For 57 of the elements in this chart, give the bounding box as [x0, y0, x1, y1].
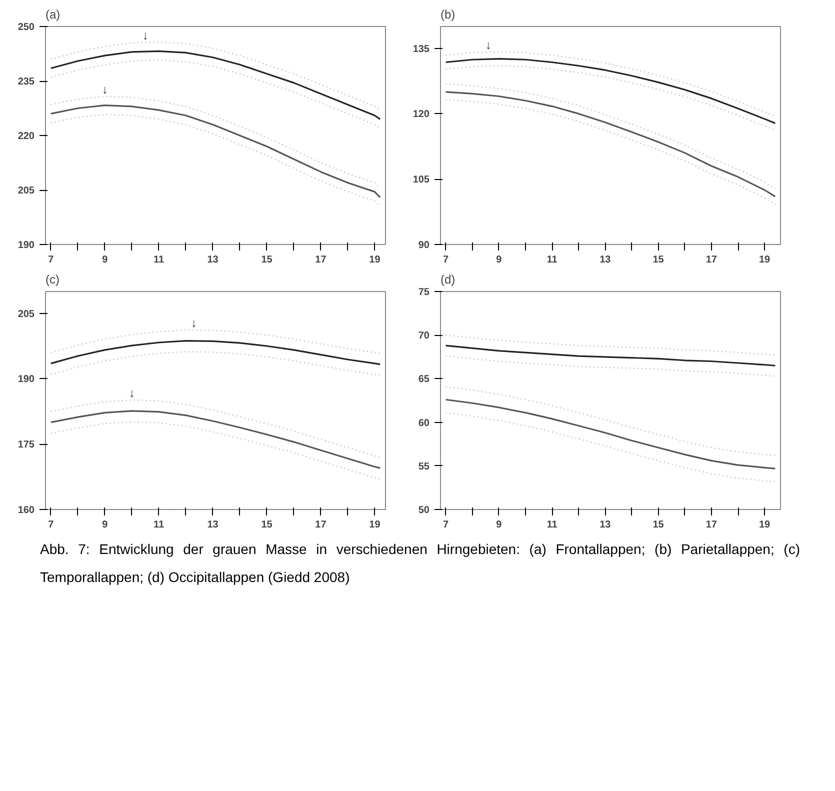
- y-tick-label: 235: [18, 76, 35, 88]
- y-tick-label: 75: [418, 287, 430, 298]
- x-tick-label: 19: [759, 520, 771, 530]
- y-tick-label: 55: [418, 461, 430, 472]
- chart-title: (d): [440, 272, 456, 286]
- y-tick-label: 60: [418, 418, 430, 429]
- annotation: ↓: [102, 82, 108, 96]
- y-tick-label: 135: [412, 44, 430, 55]
- chart-title: (a): [46, 8, 60, 22]
- chart-title: (b): [440, 8, 456, 22]
- x-tick-label: 17: [315, 254, 327, 266]
- x-tick-label: 15: [652, 520, 664, 530]
- y-tick-label: 205: [18, 308, 35, 320]
- y-tick-label: 90: [418, 240, 430, 251]
- x-tick-label: 13: [207, 254, 219, 266]
- x-tick-label: 9: [496, 254, 502, 266]
- x-tick-label: 7: [443, 254, 450, 266]
- x-tick-label: 19: [759, 254, 771, 266]
- x-tick-label: 11: [154, 254, 165, 266]
- annotation: ↓: [142, 28, 148, 42]
- x-tick-label: 7: [48, 254, 54, 266]
- x-tick-label: 19: [369, 254, 381, 266]
- y-tick-label: 105: [412, 174, 430, 186]
- x-tick-label: 15: [261, 254, 273, 266]
- y-tick-label: 190: [18, 240, 35, 251]
- x-tick-label: 9: [102, 520, 108, 530]
- x-tick-label: 13: [207, 520, 219, 530]
- x-tick-label: 11: [154, 520, 165, 530]
- annotation: ↓: [190, 316, 197, 330]
- y-tick-label: 220: [18, 131, 35, 142]
- annotation: ↓: [128, 386, 135, 400]
- x-tick-label: 13: [600, 254, 612, 266]
- x-tick-label: 9: [102, 254, 108, 266]
- y-tick-label: 250: [18, 22, 35, 33]
- x-tick-label: 17: [315, 520, 327, 530]
- x-tick-label: 15: [652, 254, 664, 266]
- y-tick-label: 190: [18, 374, 35, 386]
- x-tick-label: 11: [546, 254, 558, 266]
- y-tick-label: 120: [412, 109, 430, 120]
- caption: Abb. 7: Entwicklung der grauen Masse in verschiedenen Hirngebieten: (a) Frontallappen; (b) Parietallappen; (c) Temporallappen; (d) Occipitallappen (Giedd 2008): [40, 540, 800, 587]
- x-tick-label: 9: [496, 520, 502, 530]
- x-tick-label: 13: [600, 520, 612, 530]
- y-tick-label: 205: [18, 186, 35, 196]
- x-tick-label: 15: [261, 520, 273, 530]
- x-tick-label: 7: [48, 520, 54, 530]
- x-tick-label: 7: [443, 520, 450, 530]
- annotation: ↓: [485, 38, 492, 52]
- x-tick-label: 19: [369, 520, 381, 530]
- y-tick-label: 175: [18, 440, 35, 451]
- x-tick-label: 17: [706, 254, 718, 266]
- y-tick-label: 160: [18, 505, 35, 516]
- x-tick-label: 17: [706, 520, 718, 530]
- chart-title: (c): [46, 272, 60, 286]
- x-tick-label: 11: [546, 520, 558, 530]
- y-tick-label: 50: [418, 505, 430, 516]
- y-tick-label: 65: [418, 374, 430, 386]
- y-tick-label: 70: [418, 330, 430, 342]
